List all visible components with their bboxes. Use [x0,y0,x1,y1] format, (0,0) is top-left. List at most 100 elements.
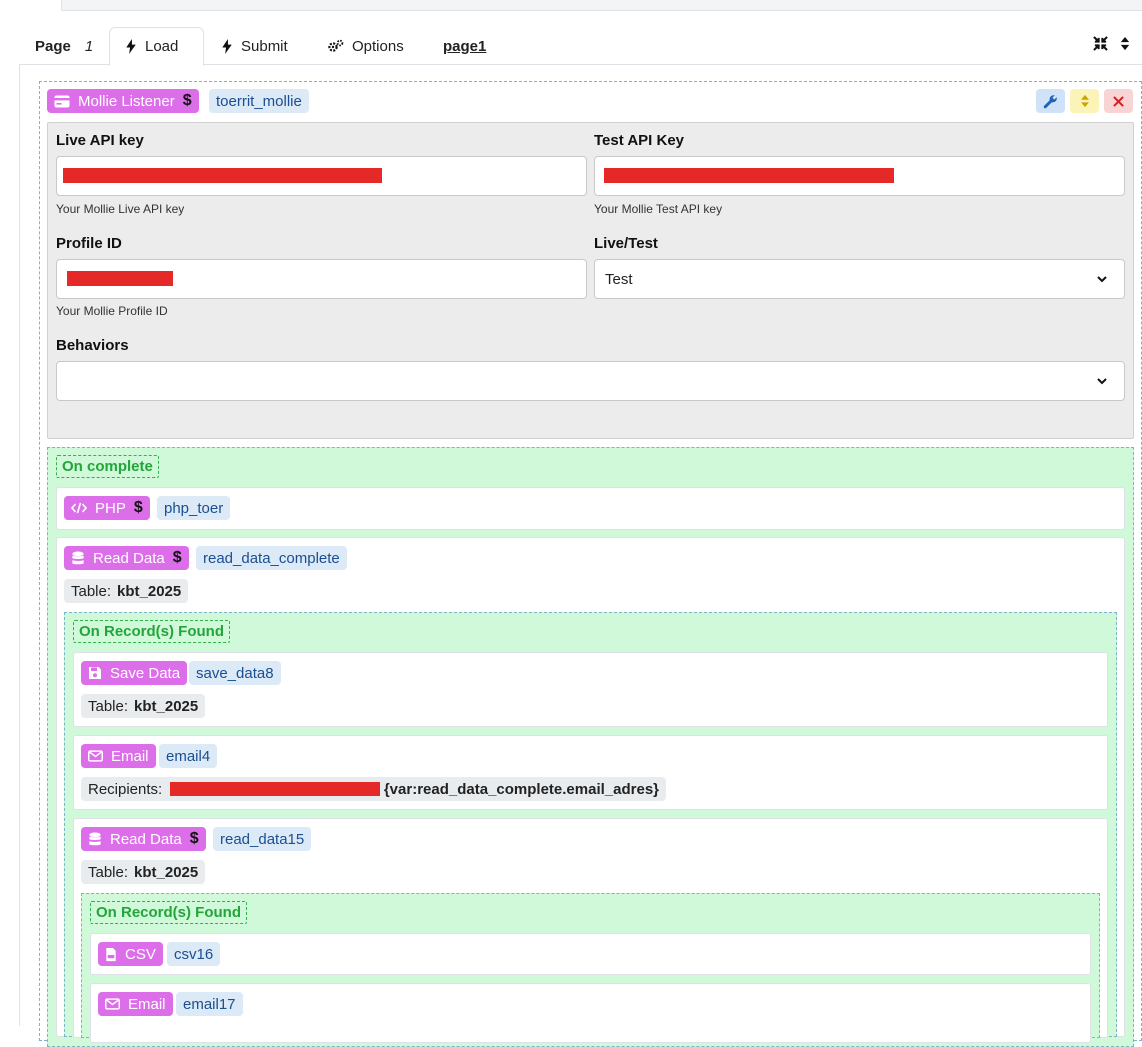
chevron-down-icon [1097,276,1107,283]
table-value: kbt_2025 [134,863,199,881]
page-number: 1 [84,37,94,55]
tab-options-label: Options [352,37,404,55]
read-data-title: Read Data [93,549,165,567]
email-17-name-badge[interactable]: email17 [176,992,243,1016]
csv-action-card[interactable] [90,933,1091,975]
tab-load-label: Load [145,38,179,55]
table-label: Table: [71,582,112,600]
read-data-15-table-badge: Table: kbt_2025 [81,860,206,884]
redaction-mark [170,782,380,796]
behaviors-select[interactable] [56,361,1125,401]
table-value: kbt_2025 [117,582,182,600]
save-data-table-badge: Table: kbt_2025 [81,694,206,718]
bolt-icon [222,38,232,54]
email-17-badge[interactable]: Email [98,992,173,1016]
page-indicator: Page 1 [35,27,93,65]
profile-id-help: Your Mollie Profile ID [56,304,168,318]
test-api-key-label: Test API Key [594,132,685,149]
email-name-badge[interactable]: email4 [159,744,218,768]
dollar-icon: $ [133,499,143,516]
top-strip [0,0,1142,11]
sort-icon[interactable] [1120,36,1130,51]
records-found-label: On Record(s) Found [73,620,230,643]
profile-id-input[interactable] [56,259,587,299]
redaction-mark [63,168,382,183]
live-test-select[interactable]: Test [594,259,1125,299]
csv-file-icon [106,947,116,961]
save-data-name-badge[interactable]: save_data8 [189,661,281,685]
email-17-title: Email [128,995,166,1013]
database-icon [89,831,101,845]
compress-icon[interactable] [1093,36,1108,51]
tab-tools [1093,36,1130,51]
database-icon [72,550,84,564]
page-name-label: page1 [443,37,487,55]
dollar-icon: $ [182,92,192,109]
listener-title: Mollie Listener [78,92,175,110]
live-api-key-help: Your Mollie Live API key [56,202,185,216]
recipients-label: Recipients: [88,780,163,798]
table-label: Table: [88,697,129,715]
email-recipients-badge: Recipients: {var:read_data_complete.emai… [81,777,666,801]
close-icon [1113,95,1124,107]
tab-options[interactable]: Options [328,27,404,65]
php-action-card[interactable] [56,487,1125,530]
redaction-mark [67,271,173,286]
email-badge[interactable]: Email [81,744,156,768]
wrench-icon [1043,94,1057,108]
save-data-badge[interactable]: Save Data [81,661,188,685]
page-label: Page [35,37,71,55]
read-data-badge[interactable]: Read Data $ [64,546,189,570]
live-api-key-input[interactable] [56,156,587,196]
php-badge[interactable]: PHP $ [64,496,150,520]
recipients-variable: {var:read_data_complete.email_adres} [383,780,659,798]
email-title: Email [111,747,149,765]
dollar-icon: $ [172,549,182,566]
delete-button[interactable] [1104,89,1133,113]
behaviors-label: Behaviors [56,337,129,354]
listener-badge[interactable]: Mollie Listener $ [47,89,199,113]
read-data-15-title: Read Data [110,830,182,848]
live-api-key-label: Live API key [56,132,144,149]
page-tabs-bar: Page 1 Load Submit Options page1 [19,27,1142,66]
csv-name-badge[interactable]: csv16 [167,942,221,966]
chevron-down-icon [1097,378,1107,385]
envelope-icon [88,750,103,762]
csv-badge[interactable]: CSV [98,942,163,966]
tab-submit[interactable]: Submit [221,27,288,65]
main-panel [19,65,1142,1026]
envelope-icon [105,998,120,1010]
read-data-15-name-badge[interactable]: read_data15 [213,827,312,851]
read-data-15-badge[interactable]: Read Data $ [81,827,206,851]
test-api-key-help: Your Mollie Test API key [594,202,723,216]
code-icon [71,502,87,514]
tab-page-name[interactable]: page1 [443,27,486,65]
dollar-icon: $ [189,830,199,847]
table-value: kbt_2025 [134,697,199,715]
gears-icon [328,39,344,52]
configure-button[interactable] [1036,89,1065,113]
read-data-table-badge: Table: kbt_2025 [64,579,189,603]
tab-submit-label: Submit [241,37,288,55]
records-found-label-nested: On Record(s) Found [90,901,247,924]
on-complete-label: On complete [56,455,159,478]
csv-title: CSV [125,945,156,963]
credit-card-icon [54,95,70,107]
bolt-icon [126,39,136,54]
tab-load[interactable]: Load [109,27,204,66]
sort-icon [1080,94,1089,108]
profile-id-label: Profile ID [56,235,122,252]
floppy-disk-icon [89,667,101,679]
move-button[interactable] [1070,89,1099,113]
php-name-badge[interactable]: php_toer [157,496,231,520]
listener-name-badge[interactable]: toerrit_mollie [209,89,309,113]
save-data-title: Save Data [110,664,181,682]
live-test-label: Live/Test [594,235,658,252]
test-api-key-input[interactable] [594,156,1125,196]
top-tab-fragment[interactable] [0,0,62,11]
live-test-value: Test [605,271,633,288]
php-title: PHP [95,499,126,517]
redaction-mark [604,168,894,183]
table-label: Table: [88,863,129,881]
read-data-name-badge[interactable]: read_data_complete [196,546,347,570]
